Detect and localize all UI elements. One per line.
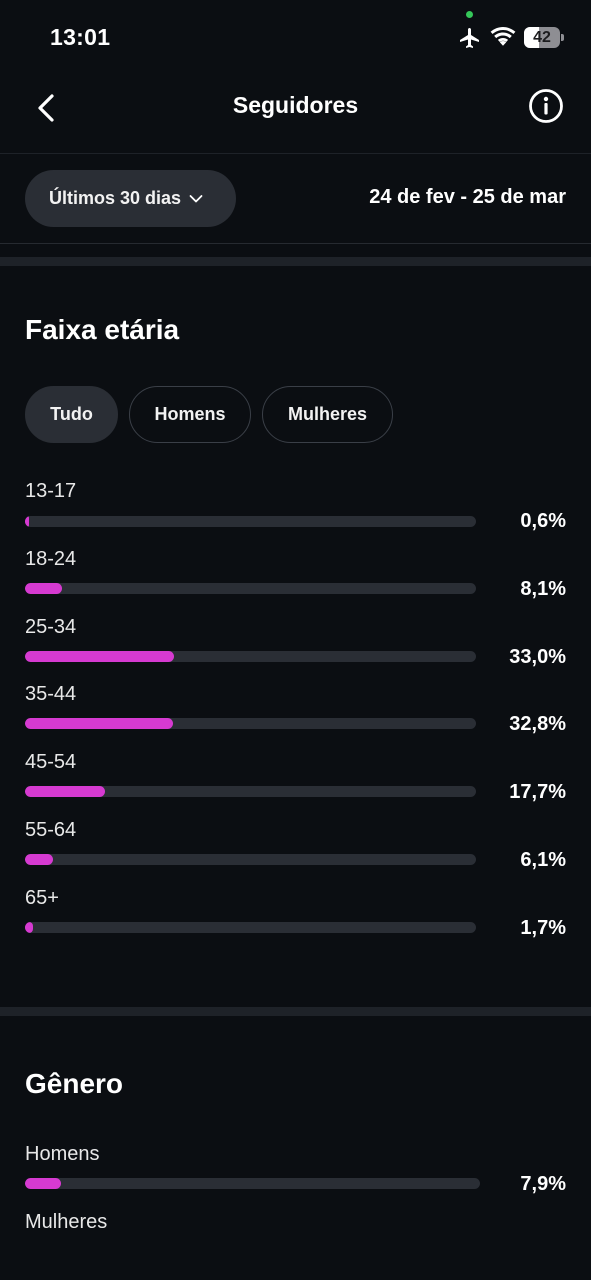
age-section-title: Faixa etária bbox=[25, 314, 180, 345]
age-bar-track bbox=[25, 583, 476, 594]
age-bar-track bbox=[25, 854, 476, 865]
period-dropdown[interactable]: Últimos 30 dias bbox=[25, 170, 236, 227]
date-range: 24 de fev - 25 de mar bbox=[369, 186, 566, 208]
tab-homens[interactable]: Homens bbox=[129, 386, 251, 443]
age-row-label: 18-24 bbox=[25, 548, 77, 570]
gender-bar-fill bbox=[25, 1178, 61, 1189]
gender-row-value: 7,9% bbox=[520, 1173, 566, 1195]
age-row-label: 13-17 bbox=[25, 480, 77, 502]
page-title: Seguidores bbox=[232, 92, 359, 118]
age-row-value: 17,7% bbox=[509, 781, 566, 803]
airplane-icon bbox=[460, 28, 479, 48]
age-bar-fill bbox=[25, 718, 173, 729]
back-button[interactable] bbox=[22, 84, 70, 132]
gender-row-label: Homens bbox=[25, 1143, 100, 1165]
section-divider bbox=[0, 1007, 591, 1016]
tab-mulheres[interactable]: Mulheres bbox=[262, 386, 393, 443]
age-bar-fill bbox=[25, 651, 174, 662]
info-icon bbox=[529, 89, 563, 123]
age-bar-track bbox=[25, 718, 476, 729]
age-row-label: 35-44 bbox=[25, 683, 77, 705]
gender-row-label: Mulheres bbox=[25, 1211, 108, 1233]
age-bar-track bbox=[25, 651, 476, 662]
chevron-down-icon bbox=[189, 194, 203, 202]
age-bar-track bbox=[25, 922, 476, 933]
age-row-value: 0,6% bbox=[520, 510, 566, 532]
chevron-left-icon bbox=[38, 94, 54, 122]
age-bar-fill bbox=[25, 922, 33, 933]
age-row-value: 32,8% bbox=[509, 713, 566, 735]
camera-indicator-dot bbox=[466, 11, 473, 18]
age-row-value: 6,1% bbox=[520, 849, 566, 871]
age-row-label: 25-34 bbox=[25, 616, 77, 638]
gender-section-title: Gênero bbox=[25, 1068, 124, 1099]
age-bar-track bbox=[25, 516, 476, 527]
age-bar-fill bbox=[25, 786, 105, 797]
age-row-label: 55-64 bbox=[25, 819, 77, 841]
divider bbox=[0, 243, 591, 244]
age-row-label: 45-54 bbox=[25, 751, 77, 773]
header: Seguidores bbox=[0, 74, 591, 154]
info-button[interactable] bbox=[524, 84, 568, 128]
age-bar-fill bbox=[25, 854, 53, 865]
battery-icon: 42 bbox=[524, 27, 564, 48]
age-bar-fill bbox=[25, 516, 29, 527]
battery-level: 42 bbox=[533, 29, 551, 46]
age-bar-track bbox=[25, 786, 476, 797]
status-bar: 13:01 42 bbox=[0, 0, 591, 74]
age-row-value: 33,0% bbox=[509, 646, 566, 668]
gender-bar-track bbox=[25, 1178, 480, 1189]
status-time: 13:01 bbox=[50, 24, 111, 50]
wifi-icon bbox=[490, 27, 516, 46]
age-row-value: 8,1% bbox=[520, 578, 566, 600]
section-divider bbox=[0, 257, 591, 266]
age-bar-fill bbox=[25, 583, 62, 594]
tab-tudo[interactable]: Tudo bbox=[25, 386, 118, 443]
battery-fill bbox=[524, 27, 540, 48]
period-dropdown-label: Últimos 30 dias bbox=[49, 188, 182, 208]
age-row-value: 1,7% bbox=[520, 917, 566, 939]
age-row-label: 65+ bbox=[25, 887, 59, 909]
